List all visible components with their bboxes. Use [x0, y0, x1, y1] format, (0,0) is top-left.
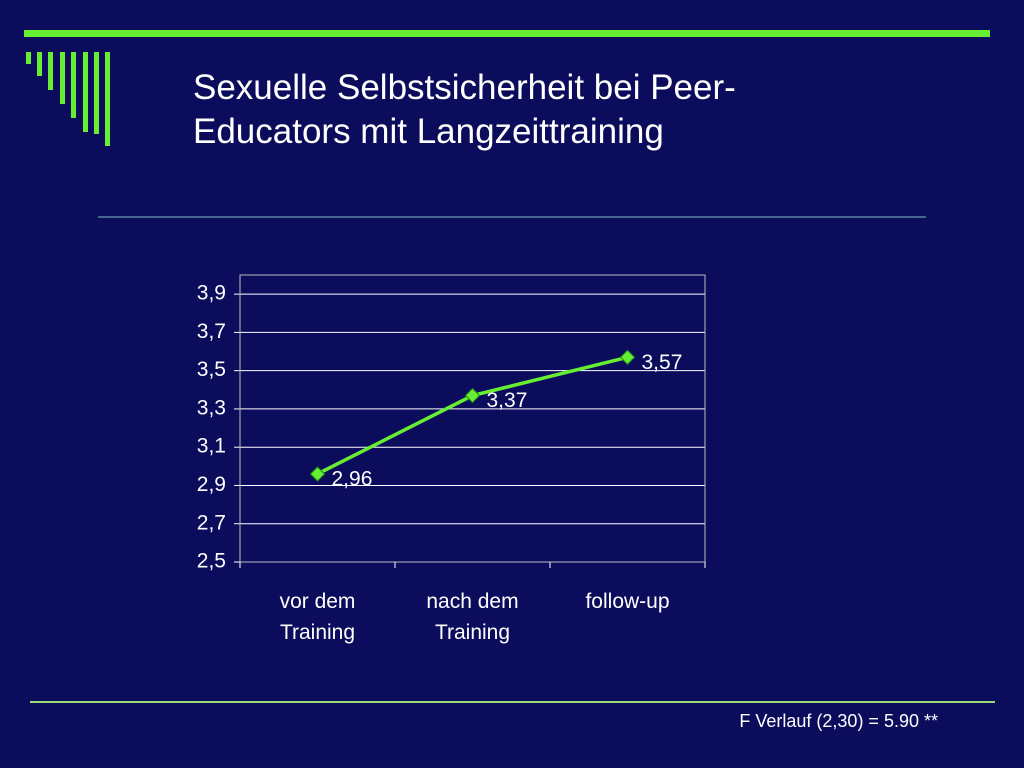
data-label: 3,37: [487, 389, 528, 412]
marker: [309, 466, 326, 482]
y-tick-label: 2,7: [197, 511, 226, 534]
data-label: 2,96: [332, 468, 373, 491]
line: [316, 355, 628, 476]
annotation: F Verlauf (2,30) = 5.90 **: [739, 711, 938, 731]
y-tick-label: 3,9: [197, 282, 226, 305]
y-tick-label: 3,3: [197, 396, 226, 419]
top-bar: [24, 30, 990, 37]
plot-frame: [239, 274, 706, 563]
chart-title: Sexuelle Selbstsicherheit bei Peer-Educa…: [193, 68, 736, 151]
y-tick-label: 2,5: [197, 550, 226, 573]
data-label: 3,57: [642, 351, 683, 374]
y-tick-label: 3,5: [197, 358, 226, 381]
y-tick-label: 3,1: [197, 435, 226, 458]
y-tick-label: 3,7: [197, 320, 226, 343]
x-tick-label: nach dem Training: [426, 590, 519, 644]
marker: [619, 349, 636, 365]
stripes: [26, 52, 110, 146]
x-tick-label: vor dem Training: [279, 590, 356, 644]
y-tick-label: 2,9: [197, 473, 226, 496]
x-tick-label: follow-up: [585, 590, 670, 613]
marker: [464, 387, 481, 404]
